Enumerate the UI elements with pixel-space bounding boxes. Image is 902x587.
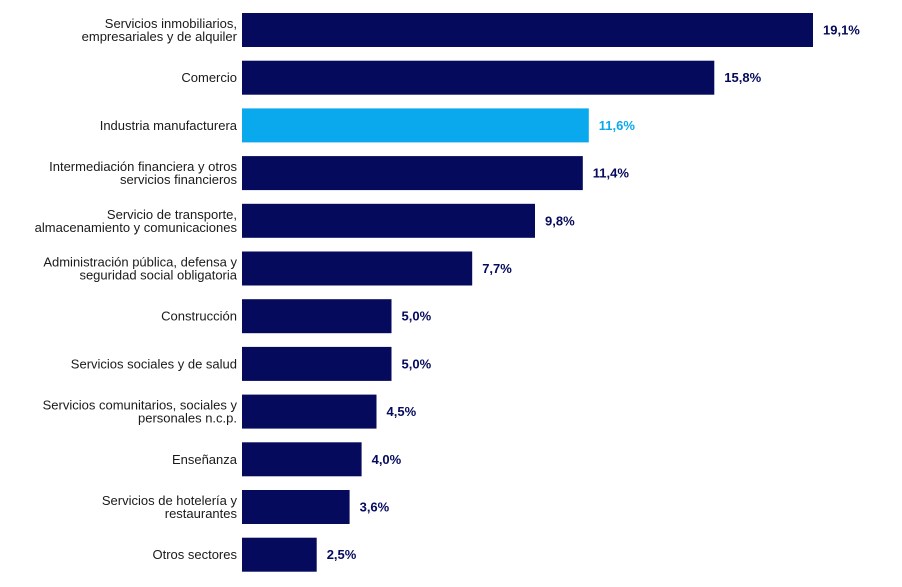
bar-9 <box>242 442 362 477</box>
category-label-line: Enseñanza <box>172 452 238 467</box>
value-label-9: 4,0% <box>372 452 402 467</box>
value-label-6: 5,0% <box>402 309 432 324</box>
category-label-4: Servicio de transporte, almacenamiento y … <box>35 207 238 235</box>
bar-1 <box>242 60 715 95</box>
value-label-8: 4,5% <box>387 404 417 419</box>
category-label-5: Administración pública, defensa y segurid… <box>43 255 237 283</box>
bar-11 <box>242 537 317 572</box>
category-label-line: Servicios sociales y de salud <box>71 356 237 371</box>
category-label-line: Otros sectores <box>152 547 237 562</box>
category-label-9: Enseñanza <box>172 452 238 467</box>
bar-10 <box>242 490 350 524</box>
category-label-line: almacenamiento y comunicaciones <box>35 220 238 235</box>
category-label-line: empresariales y de alquiler <box>82 29 238 44</box>
category-label-line: Administración pública, defensa y <box>43 255 237 270</box>
category-label-0: Servicios inmobiliarios, empresariales y … <box>82 16 238 44</box>
category-label-line: Construcción <box>161 309 237 324</box>
category-label-2: Industria manufacturera <box>100 118 238 133</box>
value-label-2: 11,6% <box>599 118 636 133</box>
category-label-3: Intermediación financiera y otros servici… <box>49 159 237 187</box>
category-label-line: Servicios inmobiliarios, <box>105 16 237 31</box>
bar-2 <box>242 108 589 143</box>
category-label-7: Servicios sociales y de salud <box>71 356 237 371</box>
value-label-7: 5,0% <box>402 356 432 371</box>
value-label-0: 19,1% <box>823 23 860 38</box>
category-label-line: personales n.c.p. <box>138 411 237 426</box>
category-label-line: Servicio de transporte, <box>107 207 237 222</box>
value-label-5: 7,7% <box>482 261 512 276</box>
value-label-4: 9,8% <box>545 213 575 228</box>
category-label-line: seguridad social obligatoria <box>79 268 237 283</box>
value-label-3: 11,4% <box>593 166 630 181</box>
category-label-1: Comercio <box>181 70 237 85</box>
bar-0 <box>242 13 813 47</box>
bar-6 <box>242 299 392 334</box>
category-label-line: Intermediación financiera y otros <box>49 159 237 174</box>
bar-4 <box>242 203 535 238</box>
category-label-line: restaurantes <box>165 506 238 521</box>
category-label-11: Otros sectores <box>152 547 237 562</box>
bar-3 <box>242 156 583 191</box>
category-label-line: Comercio <box>181 70 237 85</box>
category-label-10: Servicios de hotelería y restaurantes <box>102 493 238 521</box>
bar-7 <box>242 346 392 381</box>
bar-8 <box>242 394 377 429</box>
category-label-8: Servicios comunitarios, sociales y person… <box>43 398 238 426</box>
value-label-10: 3,6% <box>360 500 390 515</box>
category-label-line: Industria manufacturera <box>100 118 238 133</box>
bar-5 <box>242 251 473 286</box>
category-label-line: Servicios comunitarios, sociales y <box>43 398 238 413</box>
category-label-6: Construcción <box>161 309 237 324</box>
value-label-11: 2,5% <box>327 547 357 562</box>
category-label-line: servicios financieros <box>120 172 238 187</box>
value-label-1: 15,8% <box>724 70 761 85</box>
category-label-line: Servicios de hotelería y <box>102 493 238 508</box>
